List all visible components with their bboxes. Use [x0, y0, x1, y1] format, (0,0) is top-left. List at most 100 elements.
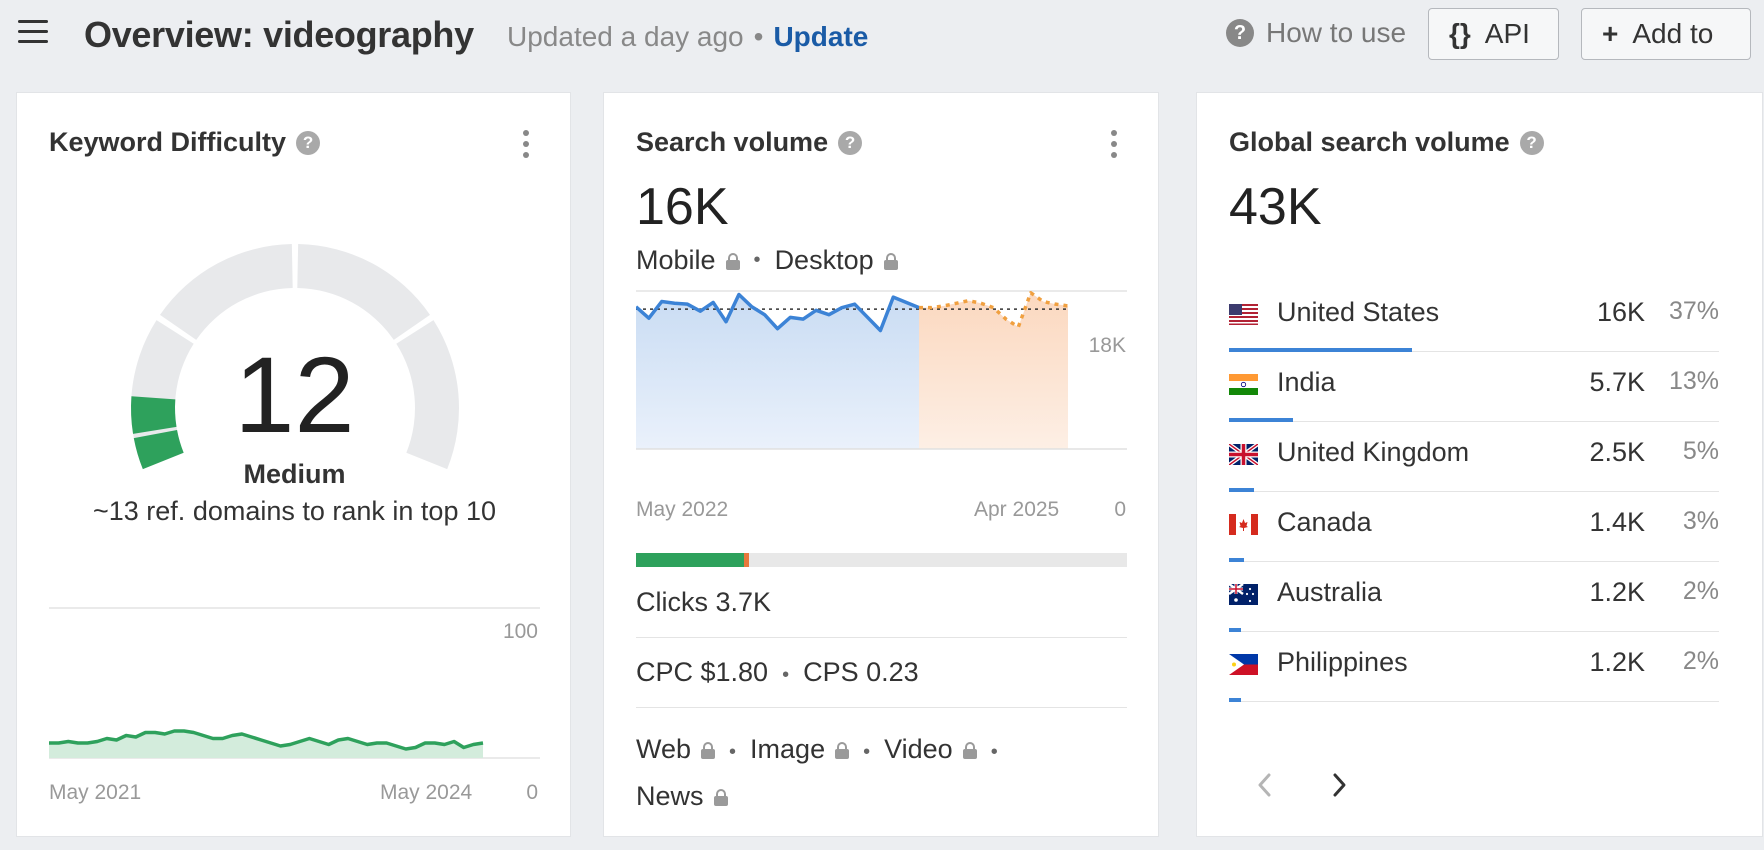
separator-dot: • — [863, 741, 871, 763]
lock-icon — [835, 742, 850, 759]
sv-title: Search volume — [636, 127, 829, 157]
help-icon[interactable]: ? — [296, 130, 321, 155]
y-axis-max: 100 — [502, 620, 538, 643]
clicks-distribution-bar — [636, 553, 1127, 567]
forecast-area — [919, 292, 1068, 449]
x-axis-start: May 2021 — [49, 781, 142, 804]
history-area — [636, 294, 919, 449]
x-axis-start: May 2022 — [636, 498, 729, 521]
history-line — [636, 292, 920, 333]
country-row[interactable]: India 5.7K 13% — [1229, 352, 1719, 422]
chevron-left-icon[interactable] — [1250, 770, 1280, 800]
paid-clicks-fill — [744, 553, 750, 567]
braces-icon: {} — [1449, 18, 1471, 49]
country-share-bar — [1229, 558, 1244, 562]
mobile-label: Mobile — [636, 245, 716, 275]
gauge-segment — [131, 320, 194, 470]
add-to-label: Add to — [1632, 18, 1714, 49]
update-status: Updated a day ago • Update — [507, 21, 868, 53]
sv-value: 16K — [636, 178, 729, 236]
country-volume: 16K — [1596, 297, 1645, 327]
gauge-segment — [297, 244, 430, 340]
country-row[interactable]: Australia 1.2K 2% — [1229, 562, 1719, 632]
kd-value: 12 — [234, 334, 355, 455]
kd-title: Keyword Difficulty — [49, 127, 287, 157]
kd-area — [49, 731, 483, 758]
ca-flag-icon — [1229, 514, 1258, 535]
global-search-volume-card: Global search volume ? 43K United States… — [1196, 92, 1763, 837]
difficulty-gauge — [131, 244, 459, 470]
keyword-difficulty-card: Keyword Difficulty ? 12 Medium ~13 ref. … — [16, 92, 571, 837]
kd-history-chart — [49, 607, 540, 759]
how-to-use-link[interactable]: ? How to use — [1226, 17, 1406, 49]
country-name: United States — [1277, 297, 1440, 327]
separator-dot: • — [753, 21, 764, 52]
api-button[interactable]: {} API — [1428, 8, 1559, 60]
serp-features: Web • Image • Video • News — [636, 727, 1127, 818]
country-share-bar — [1229, 488, 1254, 492]
help-icon: ? — [1226, 19, 1254, 47]
kd-level: Medium — [243, 459, 346, 489]
country-row[interactable]: United States 16K 37% — [1229, 282, 1719, 352]
country-share-bar — [1229, 698, 1241, 702]
country-name: Australia — [1277, 577, 1383, 607]
gauge-segment — [396, 320, 459, 470]
country-volume: 2.5K — [1589, 437, 1645, 467]
gauge-fill — [133, 430, 184, 470]
separator-dot: • — [990, 741, 998, 763]
in-flag-icon — [1229, 374, 1258, 395]
x-axis-end: May 2024 — [380, 781, 473, 804]
y-axis-min: 0 — [1114, 498, 1126, 521]
country-volume: 5.7K — [1589, 367, 1645, 397]
menu-icon[interactable] — [18, 20, 48, 46]
more-options-icon[interactable] — [1102, 127, 1126, 161]
separator-dot: • — [782, 664, 790, 686]
gauge-fill — [131, 396, 177, 434]
help-icon[interactable]: ? — [838, 130, 863, 155]
lock-icon — [883, 253, 898, 270]
separator-dot: • — [729, 741, 737, 763]
update-link[interactable]: Update — [773, 21, 869, 52]
us-flag-icon — [1229, 304, 1258, 325]
y-axis-max: 18K — [1088, 334, 1126, 357]
clicks-label: Clicks 3.7K — [636, 587, 772, 617]
y-axis-min: 0 — [526, 781, 538, 804]
country-share-bar — [1229, 418, 1294, 422]
kd-line — [49, 729, 484, 751]
country-row[interactable]: Canada 1.4K 3% — [1229, 492, 1719, 562]
country-share-bar — [1229, 348, 1412, 352]
search-volume-chart — [636, 290, 1127, 450]
api-label: API — [1484, 18, 1530, 49]
gauge-segment — [160, 244, 293, 340]
page-title: Overview: videography — [84, 14, 474, 55]
country-volume: 1.4K — [1589, 507, 1645, 537]
country-name: India — [1277, 367, 1336, 397]
desktop-label: Desktop — [774, 245, 874, 275]
more-options-icon[interactable] — [514, 127, 538, 161]
x-axis-end: Apr 2025 — [974, 498, 1060, 521]
ph-flag-icon — [1229, 654, 1258, 675]
lock-icon — [701, 742, 716, 759]
serp-news: News — [636, 781, 704, 811]
country-row[interactable]: Philippines 1.2K 2% — [1229, 632, 1719, 702]
gb-flag-icon — [1229, 444, 1258, 465]
chevron-right-icon[interactable] — [1324, 770, 1354, 800]
card-title: Search volume ? — [636, 127, 863, 158]
country-percent: 5% — [1682, 437, 1719, 465]
help-icon[interactable]: ? — [1519, 130, 1544, 155]
country-row[interactable]: United Kingdom 2.5K 5% — [1229, 422, 1719, 492]
country-volume: 1.2K — [1589, 647, 1645, 677]
updated-text: Updated a day ago — [507, 21, 744, 52]
cpc-label: CPC $1.80 — [636, 657, 769, 687]
country-percent: 2% — [1682, 577, 1719, 605]
country-percent: 37% — [1668, 297, 1719, 325]
country-name: United Kingdom — [1277, 437, 1470, 467]
kd-description: ~13 ref. domains to rank in top 10 — [93, 496, 496, 526]
lock-icon — [962, 742, 977, 759]
organic-clicks-fill — [636, 553, 745, 567]
add-to-button[interactable]: + Add to — [1581, 8, 1751, 60]
card-title: Global search volume ? — [1229, 127, 1544, 158]
country-percent: 13% — [1668, 367, 1719, 395]
country-volume: 1.2K — [1589, 577, 1645, 607]
country-share-bar — [1229, 628, 1241, 632]
